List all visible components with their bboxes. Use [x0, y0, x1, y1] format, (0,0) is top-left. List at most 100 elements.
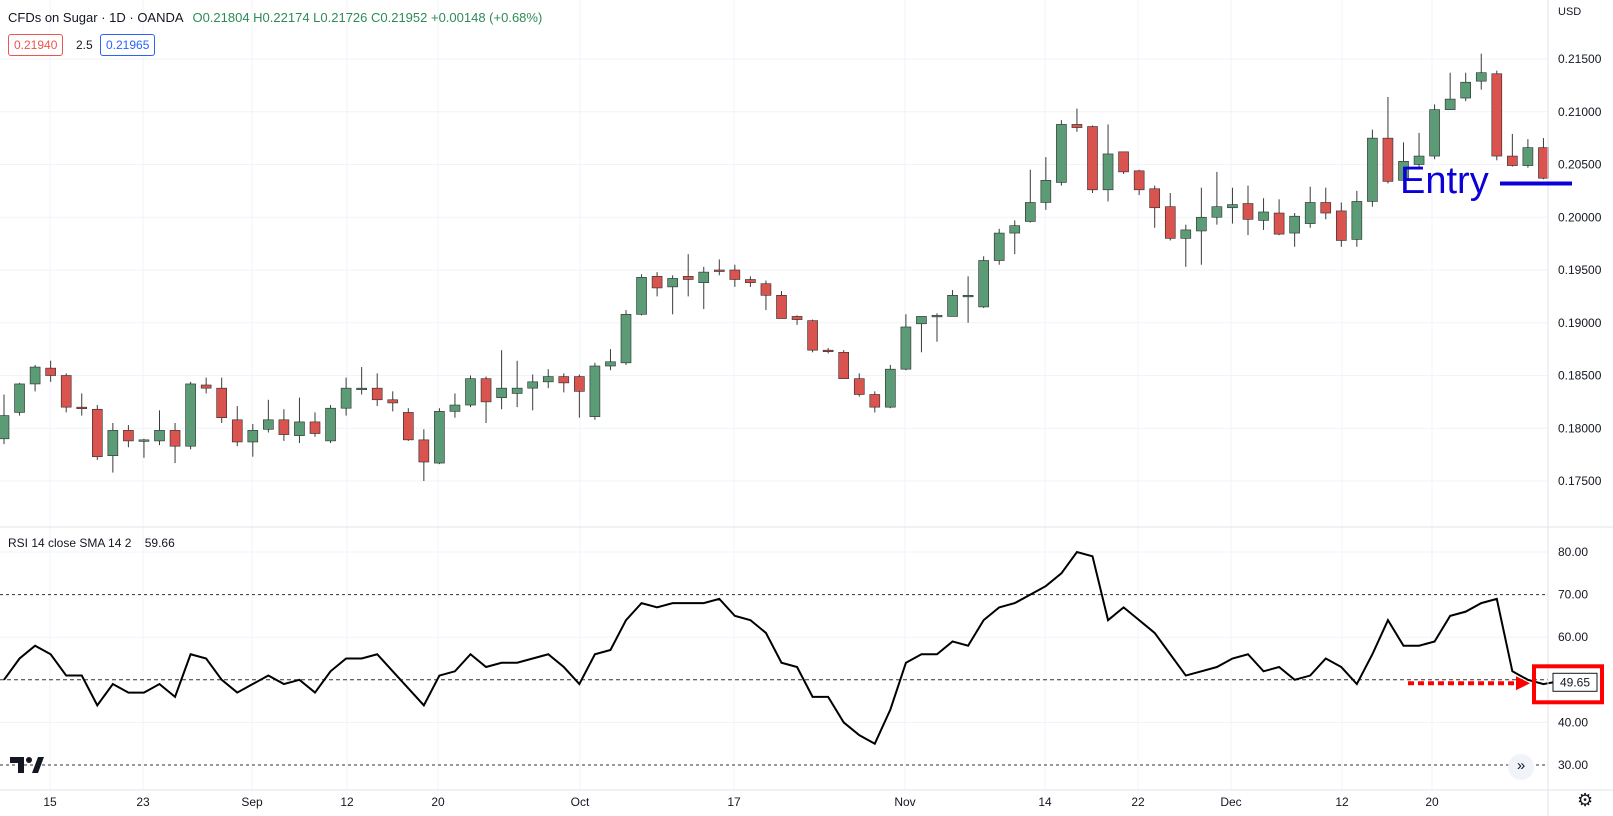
- candle: [1133, 169, 1145, 196]
- candle: [1009, 220, 1021, 255]
- time-tick-label: 14: [1038, 795, 1052, 809]
- tradingview-logo-icon[interactable]: [10, 757, 44, 778]
- entry-annotation: Entry: [1400, 160, 1489, 202]
- candle: [76, 393, 88, 416]
- time-tick-label: Dec: [1220, 795, 1241, 809]
- candle-body: [838, 351, 850, 379]
- rsi-tick-label: 60.00: [1558, 630, 1588, 644]
- candle: [511, 360, 523, 408]
- candle-body: [29, 366, 41, 385]
- candle-body: [916, 316, 927, 325]
- price-tick-label: 0.17500: [1558, 474, 1602, 488]
- currency-label[interactable]: USD: [1558, 6, 1582, 18]
- candle-body: [92, 408, 103, 458]
- time-tick-label: 17: [727, 795, 741, 809]
- time-tick-label: Nov: [894, 795, 915, 809]
- candle: [107, 422, 119, 473]
- candle: [1071, 108, 1083, 132]
- candle: [1164, 192, 1176, 241]
- candle: [402, 408, 414, 441]
- candle: [29, 364, 41, 392]
- candle-body: [1242, 203, 1254, 220]
- candle: [247, 424, 259, 457]
- candle-body: [247, 430, 259, 443]
- candle: [745, 276, 756, 287]
- candle: [356, 367, 367, 395]
- candle: [1320, 187, 1332, 220]
- candle-body: [1475, 72, 1487, 82]
- candle: [853, 373, 865, 397]
- time-tick-label: 22: [1131, 795, 1145, 809]
- candle: [1242, 185, 1254, 236]
- rsi-value: 59.66: [144, 536, 175, 550]
- candle: [1491, 70, 1503, 161]
- candle-body: [1164, 206, 1176, 239]
- candle: [449, 393, 461, 418]
- spread-value: 2.5: [76, 35, 93, 55]
- candle-body: [1398, 161, 1409, 181]
- candle-body: [1211, 206, 1223, 218]
- candle-body: [1336, 210, 1347, 241]
- candle-body: [185, 383, 196, 447]
- rsi-highlight-box: [1532, 664, 1604, 705]
- candle: [776, 291, 787, 319]
- candle: [231, 406, 243, 447]
- sell-price-button[interactable]: 0.21940: [8, 34, 64, 56]
- gear-icon[interactable]: ⚙: [1577, 790, 1594, 810]
- candle-body: [605, 361, 616, 367]
- candle-body: [60, 375, 72, 408]
- candle: [123, 425, 134, 448]
- price-tick-label: 0.20500: [1558, 158, 1602, 172]
- candle-body: [294, 421, 305, 436]
- candle-body: [1273, 212, 1285, 235]
- candle: [263, 399, 274, 433]
- candle-body: [1367, 137, 1378, 202]
- candle: [465, 375, 476, 408]
- candle: [1102, 124, 1114, 202]
- candle-body: [729, 269, 741, 280]
- candle: [480, 376, 492, 423]
- candle: [791, 315, 803, 325]
- candle: [713, 259, 725, 276]
- candle-body: [511, 387, 523, 394]
- candle-body: [0, 415, 10, 440]
- double-chevron-right-icon[interactable]: »: [1508, 754, 1534, 780]
- candle-body: [1196, 216, 1207, 232]
- candle: [636, 274, 647, 316]
- candle-body: [216, 387, 227, 419]
- price-tick-label: 0.18000: [1558, 421, 1602, 435]
- candle-body: [123, 430, 134, 442]
- rsi-last-value-label: 49.65: [1560, 675, 1590, 689]
- candle-body: [574, 376, 585, 392]
- candle-body: [791, 316, 803, 320]
- candle: [1180, 224, 1192, 267]
- candle-body: [496, 387, 507, 398]
- candle-body: [822, 349, 834, 352]
- price-tick-label: 0.19000: [1558, 316, 1602, 330]
- candle-body: [620, 314, 632, 364]
- symbol-legend: CFDs on Sugar · 1D · OANDA O0.21804 H0.2…: [8, 10, 542, 25]
- rsi-name[interactable]: RSI 14 close SMA 14 2: [8, 536, 132, 550]
- time-tick-label: 12: [340, 795, 354, 809]
- candle: [542, 369, 554, 389]
- symbol-title[interactable]: CFDs on Sugar · 1D · OANDA: [8, 10, 183, 25]
- candle: [1475, 53, 1487, 90]
- time-tick-label: 23: [136, 795, 150, 809]
- buy-price-button[interactable]: 0.21965: [100, 34, 156, 56]
- candle: [1382, 96, 1394, 184]
- candle: [154, 410, 165, 446]
- candle: [1196, 187, 1207, 265]
- candle: [589, 362, 601, 420]
- candle-body: [449, 404, 461, 412]
- price-tick-label: 0.21500: [1558, 52, 1602, 66]
- candle: [278, 409, 290, 441]
- candle: [387, 391, 399, 412]
- candle-body: [1009, 225, 1021, 234]
- candle: [1429, 104, 1440, 160]
- candle-body: [309, 421, 321, 434]
- ohlc-values: O0.21804 H0.22174 L0.21726 C0.21952 +0.0…: [192, 10, 543, 25]
- candle: [1040, 157, 1052, 210]
- candle: [527, 374, 539, 411]
- time-tick-label: 20: [1425, 795, 1439, 809]
